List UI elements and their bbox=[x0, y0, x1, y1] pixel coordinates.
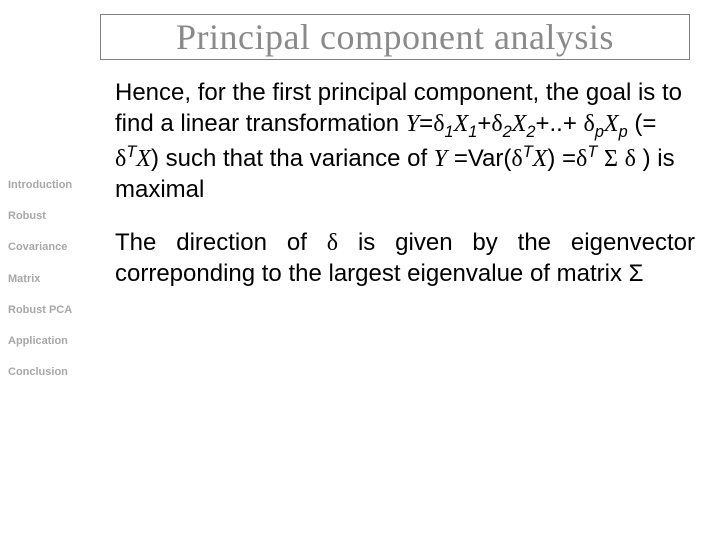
title-box: Principal component analysis bbox=[100, 14, 690, 60]
math-eq2: = bbox=[555, 145, 576, 172]
math-sub1: 1 bbox=[445, 123, 454, 141]
sidebar-item-conclusion: Conclusion bbox=[0, 357, 102, 388]
math-sub2: 2 bbox=[503, 123, 512, 141]
math-dots: .. bbox=[550, 110, 563, 137]
math-open: (= bbox=[634, 110, 656, 137]
sidebar-item-covariance: Covariance bbox=[0, 232, 102, 263]
sidebar-item-introduction: Introduction bbox=[0, 170, 102, 201]
math-deltaT3: δ bbox=[576, 146, 587, 172]
slide-title: Principal component analysis bbox=[176, 16, 614, 58]
paragraph-2: The direction of δ is given by the eigen… bbox=[115, 228, 695, 289]
math-Y2: Y bbox=[434, 146, 447, 172]
math-X2: X bbox=[512, 111, 527, 137]
math-Y: Y bbox=[406, 111, 419, 137]
math-delta1: δ bbox=[433, 111, 444, 137]
math-deltaT2: δ bbox=[511, 146, 522, 172]
math-supT: T bbox=[126, 143, 136, 161]
math-Xsub1: 1 bbox=[468, 123, 477, 141]
math-delta2: δ bbox=[491, 111, 502, 137]
para2-delta: δ bbox=[327, 230, 338, 256]
sidebar-item-matrix: Matrix bbox=[0, 264, 102, 295]
slide: Principal component analysis Introductio… bbox=[0, 0, 720, 540]
math-subp: p bbox=[595, 123, 604, 141]
sidebar-item-application: Application bbox=[0, 326, 102, 357]
math-var: =Var( bbox=[454, 145, 512, 172]
paragraph-1: Hence, for the first principal component… bbox=[115, 78, 695, 206]
math-Xp: X bbox=[604, 111, 619, 137]
math-sigma: Σ bbox=[604, 146, 618, 172]
content-area: Hence, for the first principal component… bbox=[115, 78, 695, 311]
math-Xsubp: p bbox=[619, 123, 628, 141]
math-deltaT: δ bbox=[115, 146, 126, 172]
math-plus3: + bbox=[563, 110, 577, 137]
para2-a: The direction of bbox=[115, 229, 327, 256]
math-XT: X bbox=[136, 146, 151, 172]
math-X3: X bbox=[533, 146, 548, 172]
sidebar: Introduction Robust Covariance Matrix Ro… bbox=[0, 0, 102, 540]
math-supT3: T bbox=[587, 143, 597, 161]
sidebar-item-robust: Robust bbox=[0, 201, 102, 232]
math-X1: X bbox=[454, 111, 469, 137]
math-plus1: + bbox=[477, 110, 491, 137]
math-such: such that tha variance of bbox=[159, 145, 434, 172]
math-close: ) bbox=[151, 145, 159, 172]
math-eq: = bbox=[419, 110, 433, 137]
math-deltap: δ bbox=[584, 111, 595, 137]
math-delta-end: δ bbox=[625, 146, 636, 172]
sidebar-item-robust-pca: Robust PCA bbox=[0, 295, 102, 326]
math-supT2: T bbox=[523, 143, 533, 161]
math-plus2: + bbox=[535, 110, 549, 137]
